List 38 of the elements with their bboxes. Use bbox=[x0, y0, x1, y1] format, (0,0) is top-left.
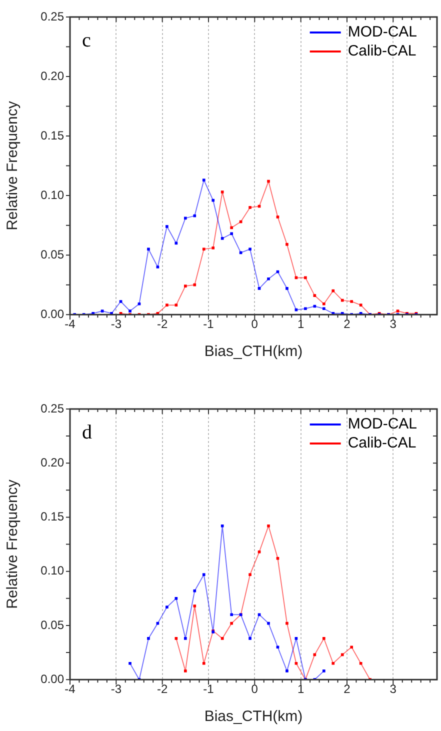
x-tick-label: 0 bbox=[251, 317, 258, 332]
annotation: d bbox=[82, 421, 92, 444]
y-axis-title: Relative Frequency bbox=[4, 479, 22, 609]
x-tick-label: 3 bbox=[390, 317, 397, 332]
x-tick-label: 1 bbox=[297, 317, 304, 332]
x-tick-label: -4 bbox=[64, 682, 76, 696]
y-tick-label: 0.10 bbox=[40, 564, 64, 578]
x-tick-label: -2 bbox=[156, 317, 168, 332]
x-tick-label: 3 bbox=[390, 682, 397, 696]
x-tick-label: 2 bbox=[344, 682, 351, 696]
x-tick-label: -4 bbox=[64, 317, 76, 332]
y-axis-title: Relative Frequency bbox=[4, 100, 22, 230]
legend-label: MOD-CAL bbox=[348, 416, 417, 433]
y-tick-label: 0.15 bbox=[40, 510, 64, 524]
y-tick-label: 0.05 bbox=[40, 618, 64, 632]
legend-label: Calib-CAL bbox=[348, 434, 416, 452]
x-tick-label: -1 bbox=[203, 317, 214, 332]
y-tick-label: 0.10 bbox=[40, 188, 64, 202]
x-tick-label: -1 bbox=[203, 682, 214, 696]
y-tick-label: 0.05 bbox=[40, 247, 64, 262]
x-axis-title: Bias_CTH(km) bbox=[204, 708, 303, 726]
y-tick-label: 0.00 bbox=[40, 306, 64, 321]
annotation: c bbox=[82, 29, 91, 52]
y-tick-label: 0.20 bbox=[40, 455, 64, 470]
x-tick-label: 2 bbox=[344, 317, 351, 332]
x-tick-label: -2 bbox=[156, 682, 168, 696]
y-tick-label: 0.20 bbox=[40, 68, 64, 83]
x-tick-label: -3 bbox=[110, 317, 122, 332]
x-tick-label: -3 bbox=[110, 682, 122, 696]
x-axis-title: Bias_CTH(km) bbox=[204, 343, 303, 360]
legend-label: Calib-CAL bbox=[348, 42, 416, 60]
legend-label: MOD-CAL bbox=[348, 24, 417, 41]
y-tick-label: 0.00 bbox=[40, 672, 64, 686]
x-tick-label: 0 bbox=[251, 682, 258, 696]
y-tick-label: 0.25 bbox=[40, 401, 64, 416]
y-tick-label: 0.15 bbox=[40, 128, 64, 142]
y-tick-label: 0.25 bbox=[40, 9, 64, 24]
x-tick-label: 1 bbox=[297, 682, 304, 696]
